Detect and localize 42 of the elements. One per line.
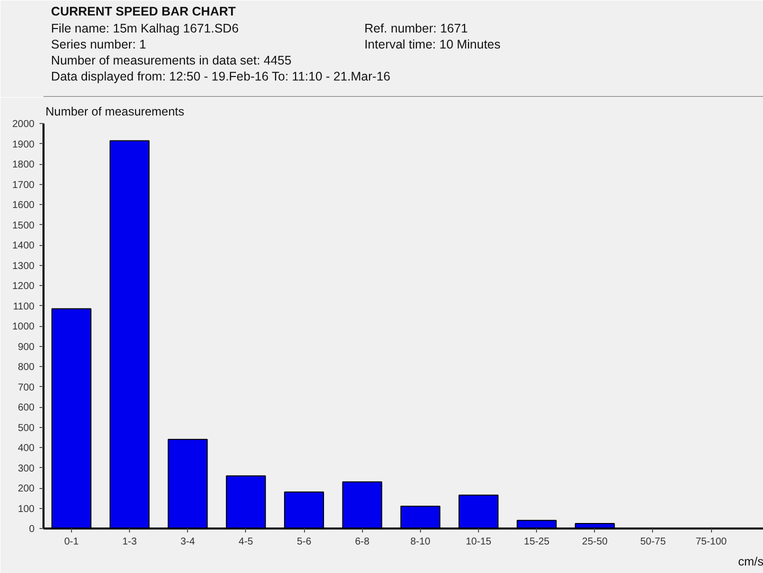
y-tick-label: 1300 [12,260,35,272]
y-tick-label: 500 [18,422,35,434]
text: Number of measurements in data set: 4455 [51,54,292,68]
text: Series number: 1 [51,38,146,52]
text: Interval time: 10 Minutes [364,38,501,52]
x-tick-label: 3-4 [180,536,196,548]
y-tick-label: 1900 [12,139,35,150]
y-tick-label: 1200 [12,281,35,292]
y-axis-title: Number of measurements [46,104,184,118]
x-tick-label: 15-25 [524,536,550,548]
x-axis-title: cm/s [738,554,763,568]
x-tick-label: 75-100 [696,536,728,548]
x-tick-label: 1-3 [122,536,138,548]
y-tick-label: 400 [18,443,35,454]
x-tick-label: 5-6 [296,536,312,548]
x-tick-label: 8-10 [410,536,431,548]
y-tick-label: 1700 [12,180,35,191]
y-tick-label: 1400 [12,240,35,252]
y-tick-label: 200 [18,484,35,494]
y-tick-label: 1500 [12,220,35,232]
y-tick-label: 2000 [12,119,35,130]
y-tick-label: 1800 [12,160,35,170]
chart-title: CURRENT SPEED BAR CHART [51,4,236,18]
y-tick-label: 0 [28,524,35,535]
y-tick-label: 1600 [12,200,35,211]
x-tick-label: 0-1 [64,536,80,548]
text: Ref. number: 1671 [364,22,468,36]
y-tick-label: 600 [18,402,35,414]
x-tick-label: 50-75 [640,536,666,548]
y-tick-label: 700 [18,382,35,394]
x-tick-label: 10-15 [466,536,492,548]
y-tick-label: 900 [18,342,35,353]
y-tick-label: 300 [18,463,35,474]
y-tick-label: 800 [18,362,35,373]
y-tick-label: 100 [18,504,35,515]
x-tick-label: 25-50 [582,536,608,548]
text: File name: 15m Kalhag 1671.SD6 [51,22,239,36]
x-tick-label: 6-8 [354,536,370,548]
y-tick-label: 1000 [12,322,35,332]
y-tick-label: 1100 [12,301,35,312]
x-tick-label: 4-5 [238,536,254,548]
text: Data displayed from: 12:50 - 19.Feb-16 To: 11:10 - 21.Mar-16 [51,70,390,84]
